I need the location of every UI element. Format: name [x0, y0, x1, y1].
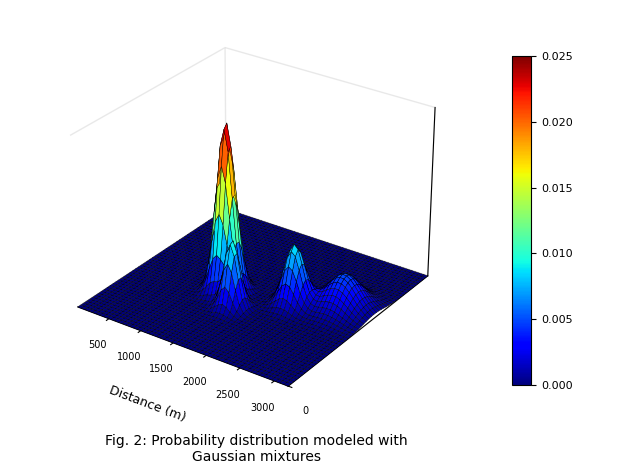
Text: Fig. 2: Probability distribution modeled with
Gaussian mixtures: Fig. 2: Probability distribution modeled… [105, 434, 407, 464]
X-axis label: Distance (m): Distance (m) [108, 384, 188, 424]
